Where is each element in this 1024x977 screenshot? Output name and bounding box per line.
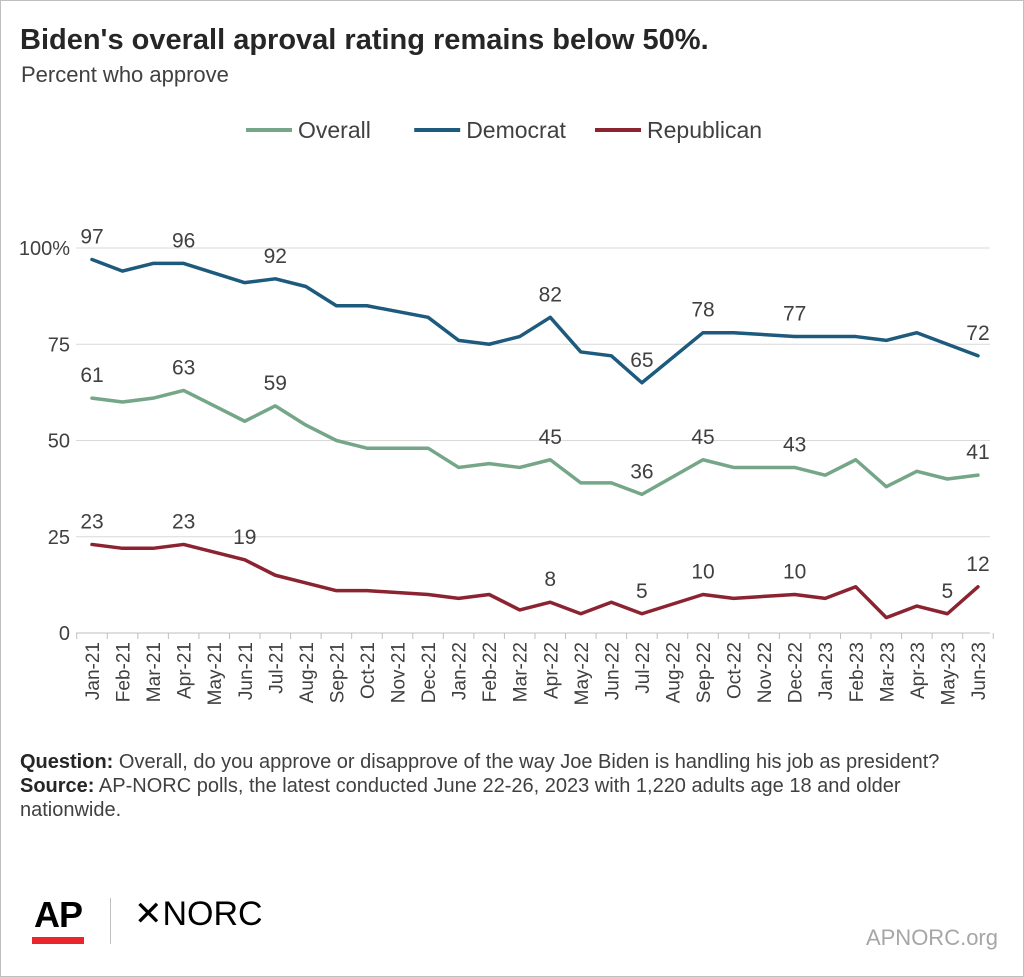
data-label: 41 (966, 441, 989, 464)
data-label: 43 (783, 433, 806, 456)
chart-title: Biden's overall aproval rating remains b… (20, 24, 709, 56)
data-label: 61 (80, 364, 103, 387)
series-line (90, 542, 980, 620)
data-label: 45 (539, 426, 562, 449)
x-tick-label: May-21 (205, 642, 226, 705)
x-tick-label: Feb-21 (114, 642, 135, 702)
y-tick-label: 25 (48, 527, 70, 549)
ap-logo-underline (32, 937, 84, 944)
data-label: 72 (966, 322, 989, 345)
data-label: 5 (636, 580, 648, 603)
x-tick-label: Jan-21 (83, 642, 104, 700)
ap-logo: AP (34, 894, 83, 935)
source-note: Source: AP-NORC polls, the latest conduc… (20, 774, 1005, 822)
data-label: 82 (539, 283, 562, 306)
data-label: 92 (264, 245, 287, 268)
x-tick-label: May-23 (938, 642, 959, 705)
logo-divider (110, 898, 111, 944)
x-tick-label: Feb-22 (480, 642, 501, 702)
question-text: Overall, do you approve or disapprove of… (113, 751, 940, 773)
y-tick-label: 0 (59, 623, 70, 645)
x-tick-label: Jul-22 (633, 642, 654, 694)
line-chart: 100% 75 50 25 0 Jan-21 Feb-21 Mar-21 Apr-21 May-2… (19, 117, 994, 705)
x-tick-label: Mar-23 (877, 642, 898, 702)
data-label: 63 (172, 356, 195, 379)
chart-subtitle: Percent who approve (21, 62, 229, 87)
series-line (90, 388, 980, 497)
question-label: Question: (20, 751, 114, 773)
data-label: 97 (80, 226, 103, 249)
x-tick-label: Mar-22 (511, 642, 532, 702)
x-tick-label: Feb-23 (847, 642, 868, 702)
data-label: 45 (691, 426, 714, 449)
x-tick-label: May-22 (572, 642, 593, 705)
data-label: 36 (630, 460, 653, 483)
x-tick-label: Nov-22 (755, 642, 776, 703)
data-label: 10 (783, 561, 806, 584)
x-tick-label: Oct-21 (358, 642, 379, 699)
x-tick-label: Dec-21 (419, 642, 440, 703)
x-tick-label: Sep-21 (327, 642, 348, 703)
series-line (90, 257, 980, 385)
x-tick-label: Apr-22 (541, 642, 562, 699)
x-tick-label: Oct-22 (725, 642, 746, 699)
legend-label: Overall (298, 117, 371, 143)
data-label: 23 (172, 510, 195, 533)
data-label: 12 (966, 553, 989, 576)
x-tick-label: Jun-23 (969, 642, 990, 700)
source-text: AP-NORC polls, the latest conducted June… (20, 775, 901, 821)
data-label: 8 (544, 568, 556, 591)
y-tick-label: 100% (19, 238, 70, 260)
x-tick-label: Aug-22 (663, 642, 684, 703)
y-tick-label: 50 (48, 431, 70, 453)
y-tick-label: 75 (48, 334, 70, 356)
x-tick-label: Sep-22 (694, 642, 715, 703)
data-label: 77 (783, 303, 806, 326)
data-label: 23 (80, 510, 103, 533)
x-tick-label: Jun-22 (602, 642, 623, 700)
legend-label: Democrat (466, 117, 566, 143)
norc-logo: ✕NORC (134, 895, 263, 933)
x-tick-label: Apr-23 (908, 642, 929, 699)
x-tick-label: Nov-21 (389, 642, 410, 703)
chart-notes: Question: Overall, do you approve or dis… (20, 750, 1005, 822)
x-tick-label: Aug-21 (297, 642, 318, 703)
question-note: Question: Overall, do you approve or dis… (20, 750, 1005, 774)
data-label: 19 (233, 526, 256, 549)
data-label: 10 (691, 561, 714, 584)
source-label: Source: (20, 775, 95, 797)
site-url: APNORC.org (865, 925, 998, 950)
data-label: 78 (691, 299, 714, 322)
x-tick-label: Jul-21 (266, 642, 287, 694)
x-tick-label: Jun-21 (236, 642, 257, 700)
x-tick-label: Dec-22 (786, 642, 807, 703)
data-label: 59 (264, 372, 287, 395)
data-label: 65 (630, 349, 653, 372)
x-tick-label: Mar-21 (144, 642, 165, 702)
x-tick-label: Jan-23 (816, 642, 837, 700)
x-tick-label: Apr-21 (175, 642, 196, 699)
data-label: 5 (942, 580, 954, 603)
x-tick-label: Jan-22 (450, 642, 471, 700)
data-label: 96 (172, 229, 195, 252)
legend-label: Republican (647, 117, 762, 143)
